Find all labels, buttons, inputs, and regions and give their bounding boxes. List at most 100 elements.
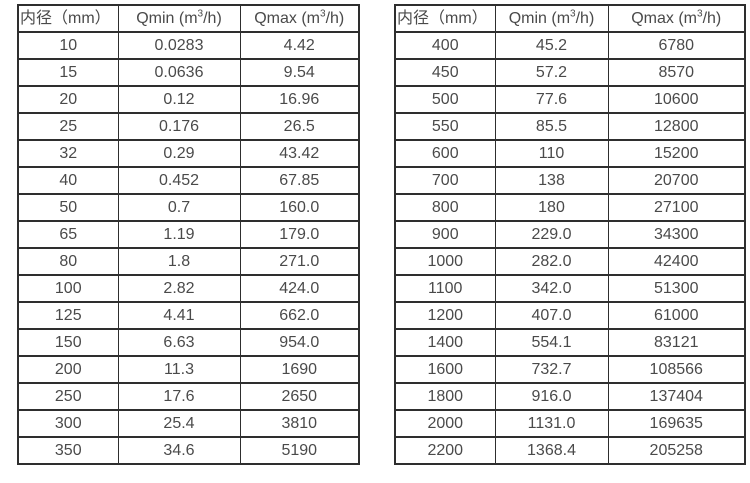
table-row: 15 0.0636 9.54 xyxy=(17,58,360,87)
table-row: 50 0.7 160.0 xyxy=(17,193,360,222)
qmax-label-post: /h) xyxy=(325,9,345,27)
col-header-diameter: 内径（mm） xyxy=(17,4,119,33)
cell-diameter: 400 xyxy=(394,31,496,60)
cell-qmin: 34.6 xyxy=(117,436,241,465)
table-row: 400 45.2 6780 xyxy=(394,31,746,60)
cell-qmax: 6780 xyxy=(607,31,746,60)
cell-diameter: 80 xyxy=(17,247,119,276)
cell-qmin: 2.82 xyxy=(117,274,241,303)
cell-diameter: 300 xyxy=(17,409,119,438)
table-row: 1200 407.0 61000 xyxy=(394,301,746,330)
cell-diameter: 32 xyxy=(17,139,119,168)
cell-qmin: 138 xyxy=(494,166,609,195)
cell-qmax: 83121 xyxy=(607,328,746,357)
cell-qmin: 0.12 xyxy=(117,85,241,114)
cell-qmin: 0.452 xyxy=(117,166,241,195)
qmin-label-post: /h) xyxy=(575,9,595,27)
table-row: 20 0.12 16.96 xyxy=(17,85,360,114)
table-row: 800 180 27100 xyxy=(394,193,746,222)
cell-diameter: 1600 xyxy=(394,355,496,384)
cell-diameter: 2000 xyxy=(394,409,496,438)
cell-diameter: 1400 xyxy=(394,328,496,357)
cell-diameter: 25 xyxy=(17,112,119,141)
cell-qmin: 11.3 xyxy=(117,355,241,384)
cell-qmin: 0.0636 xyxy=(117,58,241,87)
cell-qmin: 45.2 xyxy=(494,31,609,60)
cell-qmin: 1.8 xyxy=(117,247,241,276)
table-row: 900 229.0 34300 xyxy=(394,220,746,249)
cell-qmin: 57.2 xyxy=(494,58,609,87)
qmin-label-pre: Qmin (m xyxy=(136,9,198,27)
qmax-label-pre: Qmax (m xyxy=(254,9,321,27)
cell-qmax: 205258 xyxy=(607,436,746,465)
cubic-superscript: 3 xyxy=(570,8,576,20)
cell-qmax: 954.0 xyxy=(239,328,360,357)
cell-qmax: 12800 xyxy=(607,112,746,141)
table-row: 2200 1368.4 205258 xyxy=(394,436,746,465)
cell-qmin: 0.0283 xyxy=(117,31,241,60)
cell-qmax: 2650 xyxy=(239,382,360,411)
cell-qmin: 916.0 xyxy=(494,382,609,411)
cell-qmin: 554.1 xyxy=(494,328,609,357)
col-header-diameter: 内径（mm） xyxy=(394,4,496,33)
cell-qmax: 27100 xyxy=(607,193,746,222)
cell-qmin: 0.7 xyxy=(117,193,241,222)
cell-diameter: 10 xyxy=(17,31,119,60)
table-row: 125 4.41 662.0 xyxy=(17,301,360,330)
cell-qmin: 0.176 xyxy=(117,112,241,141)
cell-qmax: 8570 xyxy=(607,58,746,87)
cell-diameter: 1100 xyxy=(394,274,496,303)
cell-diameter: 1800 xyxy=(394,382,496,411)
table-row: 100 2.82 424.0 xyxy=(17,274,360,303)
cell-qmax: 61000 xyxy=(607,301,746,330)
cell-diameter: 500 xyxy=(394,85,496,114)
cell-qmin: 1131.0 xyxy=(494,409,609,438)
cell-qmax: 9.54 xyxy=(239,58,360,87)
cell-qmax: 108566 xyxy=(607,355,746,384)
cell-diameter: 150 xyxy=(17,328,119,357)
cell-diameter: 200 xyxy=(17,355,119,384)
col-header-qmin: Qmin (m3/h) xyxy=(117,4,241,33)
cell-qmax: 51300 xyxy=(607,274,746,303)
cell-diameter: 350 xyxy=(17,436,119,465)
cell-diameter: 40 xyxy=(17,166,119,195)
cell-diameter: 900 xyxy=(394,220,496,249)
table-row: 25 0.176 26.5 xyxy=(17,112,360,141)
cell-diameter: 250 xyxy=(17,382,119,411)
cell-qmax: 20700 xyxy=(607,166,746,195)
cell-qmin: 732.7 xyxy=(494,355,609,384)
table-row: 2000 1131.0 169635 xyxy=(394,409,746,438)
cell-diameter: 15 xyxy=(17,58,119,87)
table-row: 300 25.4 3810 xyxy=(17,409,360,438)
table-row: 350 34.6 5190 xyxy=(17,436,360,465)
table-row: 65 1.19 179.0 xyxy=(17,220,360,249)
cell-qmax: 137404 xyxy=(607,382,746,411)
cell-diameter: 1000 xyxy=(394,247,496,276)
cell-qmin: 25.4 xyxy=(117,409,241,438)
cell-qmin: 6.63 xyxy=(117,328,241,357)
cell-qmax: 16.96 xyxy=(239,85,360,114)
cell-qmax: 5190 xyxy=(239,436,360,465)
qmin-label-pre: Qmin (m xyxy=(508,9,571,27)
cell-diameter: 125 xyxy=(17,301,119,330)
cell-qmax: 160.0 xyxy=(239,193,360,222)
table-header-row: 内径（mm） Qmin (m3/h) Qmax (m3/h) xyxy=(17,4,360,33)
table-row: 1600 732.7 108566 xyxy=(394,355,746,384)
table-row: 600 110 15200 xyxy=(394,139,746,168)
cell-qmax: 662.0 xyxy=(239,301,360,330)
table-row: 450 57.2 8570 xyxy=(394,58,746,87)
cell-qmax: 179.0 xyxy=(239,220,360,249)
cell-qmax: 3810 xyxy=(239,409,360,438)
table-row: 700 138 20700 xyxy=(394,166,746,195)
cell-qmin: 229.0 xyxy=(494,220,609,249)
table-row: 1000 282.0 42400 xyxy=(394,247,746,276)
table-header-row: 内径（mm） Qmin (m3/h) Qmax (m3/h) xyxy=(394,4,746,33)
cell-qmax: 67.85 xyxy=(239,166,360,195)
cell-qmax: 424.0 xyxy=(239,274,360,303)
qmin-label-post: /h) xyxy=(203,9,222,27)
cell-diameter: 50 xyxy=(17,193,119,222)
table-row: 150 6.63 954.0 xyxy=(17,328,360,357)
cell-qmax: 169635 xyxy=(607,409,746,438)
cell-qmax: 15200 xyxy=(607,139,746,168)
